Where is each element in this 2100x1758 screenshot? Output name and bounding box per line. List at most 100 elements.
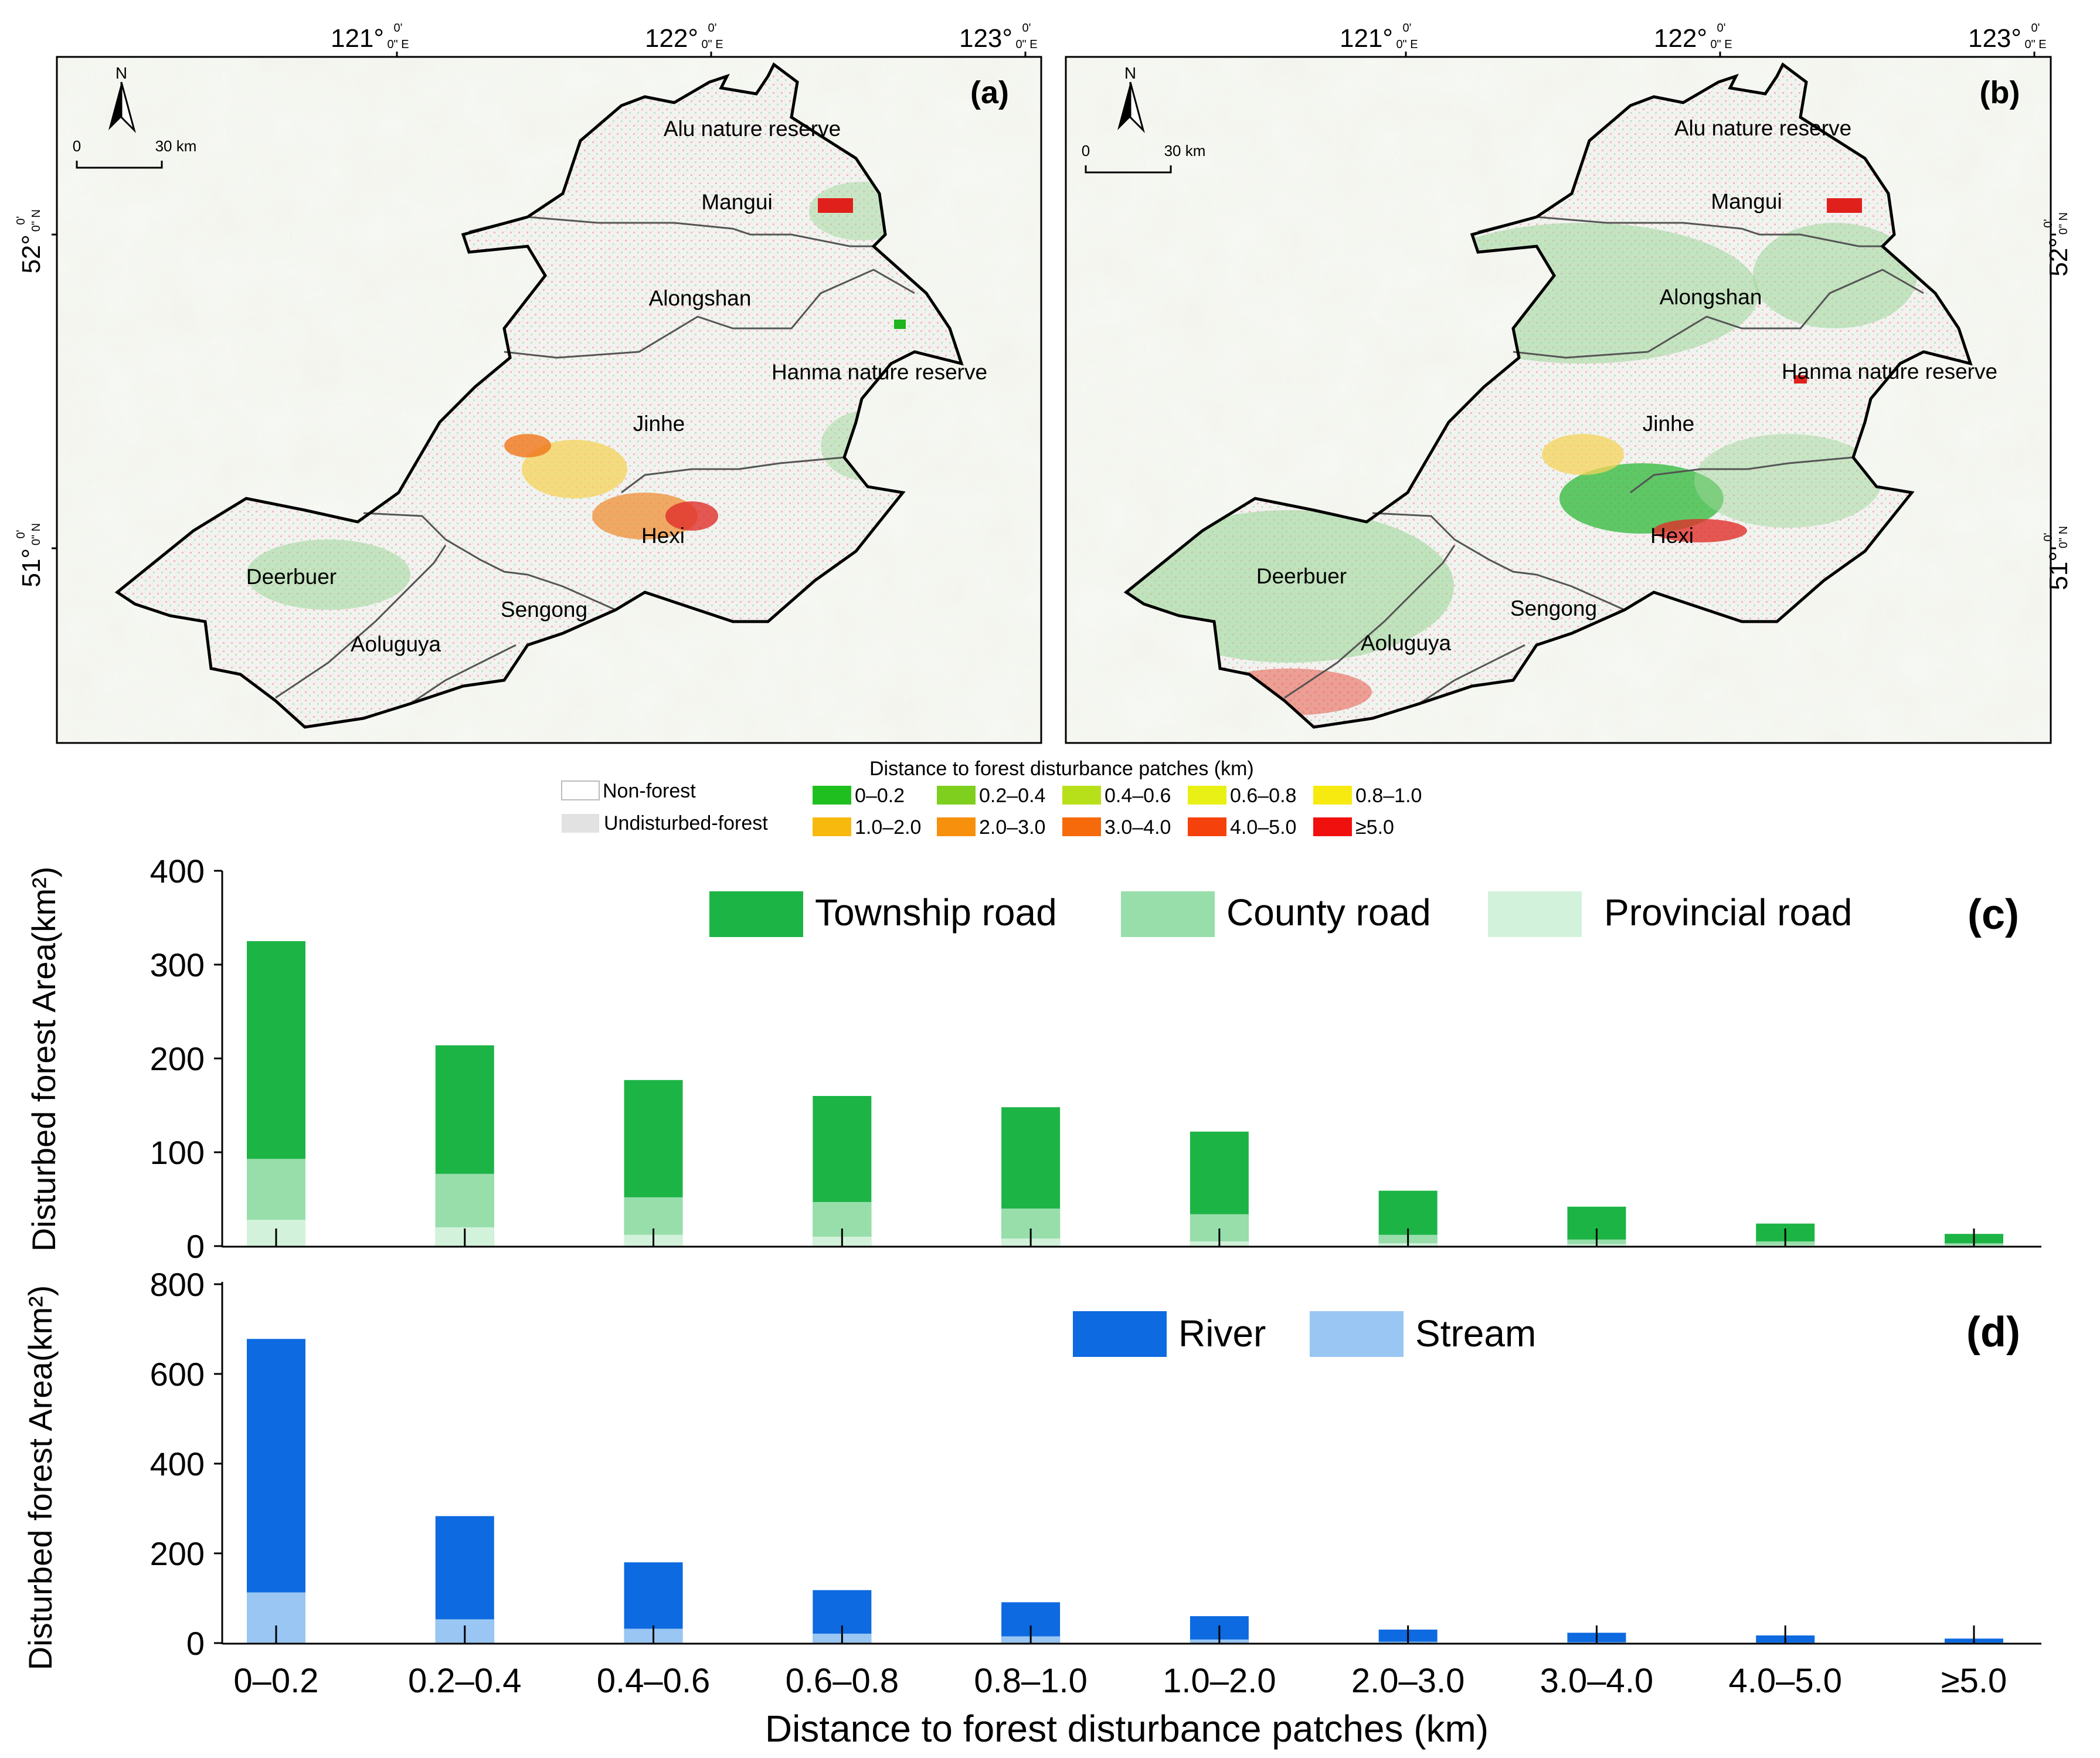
chart-c: 0 100 200 300 400 Township road County road … [150, 853, 2041, 1265]
place-label: Sengong [501, 598, 587, 622]
legend-label-river: River [1178, 1312, 1266, 1355]
legend-label-class: 3.0–4.0 [1105, 816, 1171, 839]
lon-min: 0' [1022, 22, 1031, 35]
map-a-boundaries [275, 216, 915, 705]
legend-label-class: 0–0.2 [855, 785, 905, 807]
legend-label-undisturbed: Undisturbed-forest [604, 812, 768, 834]
lon-sec: 0" E [1015, 38, 1037, 51]
lon-deg: 121° [331, 24, 384, 53]
legend-classes: 0–0.2 0.2–0.4 0.4–0.6 0.6–0.8 0.8–1.0 1.0–2.0… [813, 785, 1422, 839]
y-tick-label: 200 [150, 1535, 205, 1572]
y-tick-label: 0 [186, 1625, 205, 1662]
map-panel-b: N 0 30 km (b) Alu nature reserve Mangui … [1065, 22, 2073, 744]
legend-label-class: 0.4–0.6 [1105, 785, 1171, 807]
chart-c-y-axis-title: Disturbed forest Area(km²) [25, 867, 62, 1252]
x-tick-label: 1.0–2.0 [1163, 1662, 1276, 1700]
map-panel-a: N 0 30 km (a) Alu nature reserve Mangui … [15, 22, 1042, 744]
x-tick-label: 4.0–5.0 [1728, 1662, 1842, 1700]
lon-min: 0' [1403, 22, 1412, 35]
north-label: N [1124, 64, 1136, 82]
y-tick-label: 0 [186, 1228, 205, 1265]
scale-start: 0 [1082, 142, 1090, 159]
x-tick-label: 0–0.2 [233, 1662, 318, 1700]
map-b-frame [1065, 56, 2052, 744]
legend-swatch-class [1062, 817, 1101, 836]
lon-sec: 0" E [1396, 38, 1418, 51]
legend-swatch-township [709, 891, 803, 937]
place-label: Alu nature reserve [1674, 116, 1851, 140]
lat-deg: 52° [2044, 237, 2073, 277]
chart-d-y-ticks: 0 200 400 600 800 [150, 1266, 222, 1662]
legend-swatch-nonforest [561, 780, 600, 800]
map-b-boundaries [1284, 216, 1924, 705]
lat-min: 0' [15, 216, 28, 225]
y-tick-label: 400 [150, 1445, 205, 1482]
scale-start: 0 [73, 137, 81, 155]
map-b-lat-labels: 52° 0' 0" N 51° 0' 0" N [2042, 212, 2073, 590]
lat-sec: 0" N [2057, 212, 2070, 235]
legend-swatch-class [1062, 786, 1101, 805]
y-tick-label: 100 [150, 1134, 205, 1171]
lon-sec: 0" E [701, 38, 723, 51]
place-label: Sengong [1510, 596, 1597, 620]
legend-label-provincial: Provincial road [1604, 891, 1852, 934]
place-label: Deerbuer [246, 565, 337, 589]
place-label: Jinhe [633, 412, 685, 436]
legend-swatch-provincial [1488, 891, 1582, 937]
place-label: Alongshan [649, 286, 752, 310]
place-label: Mangui [701, 190, 772, 214]
legend-swatch-class [813, 786, 851, 805]
legend-swatch-undisturbed [562, 814, 599, 833]
chart-c-legend: Township road County road Provincial roa… [709, 891, 1852, 937]
lon-deg: 123° [1968, 24, 2021, 53]
place-label: Hanma nature reserve [772, 360, 987, 384]
scale-bar: 0 30 km [73, 137, 197, 169]
lat-sec: 0" N [30, 523, 43, 545]
y-tick-label: 200 [150, 1040, 205, 1077]
lon-min: 0' [1717, 22, 1726, 35]
chart-d-x-ticks [275, 1625, 1975, 1643]
map-legend-title: Distance to forest disturbance patches (… [869, 758, 1254, 780]
chart-c-y-ticks: 0 100 200 300 400 [150, 853, 222, 1265]
lon-sec: 0" E [1710, 38, 1732, 51]
scale-end: 30 km [155, 137, 197, 155]
place-label: Mangui [1711, 189, 1782, 213]
legend-label-class: 0.2–0.4 [979, 785, 1045, 807]
legend-label-class: 2.0–3.0 [979, 816, 1045, 839]
x-tick-label: 0.8–1.0 [974, 1662, 1088, 1700]
legend-swatch-class [1188, 817, 1226, 836]
x-tick-label: 0.4–0.6 [597, 1662, 711, 1700]
panel-label-c: (c) [1968, 891, 2019, 938]
legend-swatch-class [813, 817, 851, 836]
lon-min: 0' [2031, 22, 2040, 35]
x-tick-label: ≥5.0 [1941, 1662, 2007, 1700]
place-label: Jinhe [1643, 412, 1694, 436]
lat-deg: 51° [17, 548, 46, 588]
legend-swatch-class [937, 817, 976, 836]
lat-min: 0' [15, 530, 28, 539]
map-b-place-labels: Alu nature reserve Mangui Alongshan Hanm… [1256, 116, 1997, 655]
legend-label-class: 4.0–5.0 [1230, 816, 1296, 839]
lon-sec: 0" E [2024, 38, 2046, 51]
lat-sec: 0" N [2057, 526, 2070, 548]
place-label: Alongshan [1660, 285, 1762, 309]
lat-sec: 0" N [30, 209, 43, 232]
y-tick-label: 300 [150, 946, 205, 983]
panel-label-b: (b) [1980, 75, 2020, 110]
place-label: Alu nature reserve [664, 117, 841, 141]
x-tick-label: 0.6–0.8 [786, 1662, 899, 1700]
legend-label-class: 0.6–0.8 [1230, 785, 1296, 807]
y-tick-label: 800 [150, 1266, 205, 1303]
x-tick-label: 2.0–3.0 [1351, 1662, 1465, 1700]
legend-label-township: Township road [815, 891, 1057, 934]
chart-c-x-ticks [275, 1228, 1975, 1246]
chart-d-x-tick-labels: 0–0.2 0.2–0.4 0.4–0.6 0.6–0.8 0.8–1.0 1.0–2.0… [233, 1662, 2007, 1700]
legend-swatch-class [1313, 786, 1352, 805]
legend-swatch-class [1313, 817, 1352, 836]
lon-deg: 122° [1654, 24, 1707, 53]
lon-sec: 0" E [387, 38, 409, 51]
north-label: N [115, 64, 127, 82]
legend-swatch-stream [1310, 1311, 1404, 1357]
place-label: Aoluguya [351, 632, 441, 656]
